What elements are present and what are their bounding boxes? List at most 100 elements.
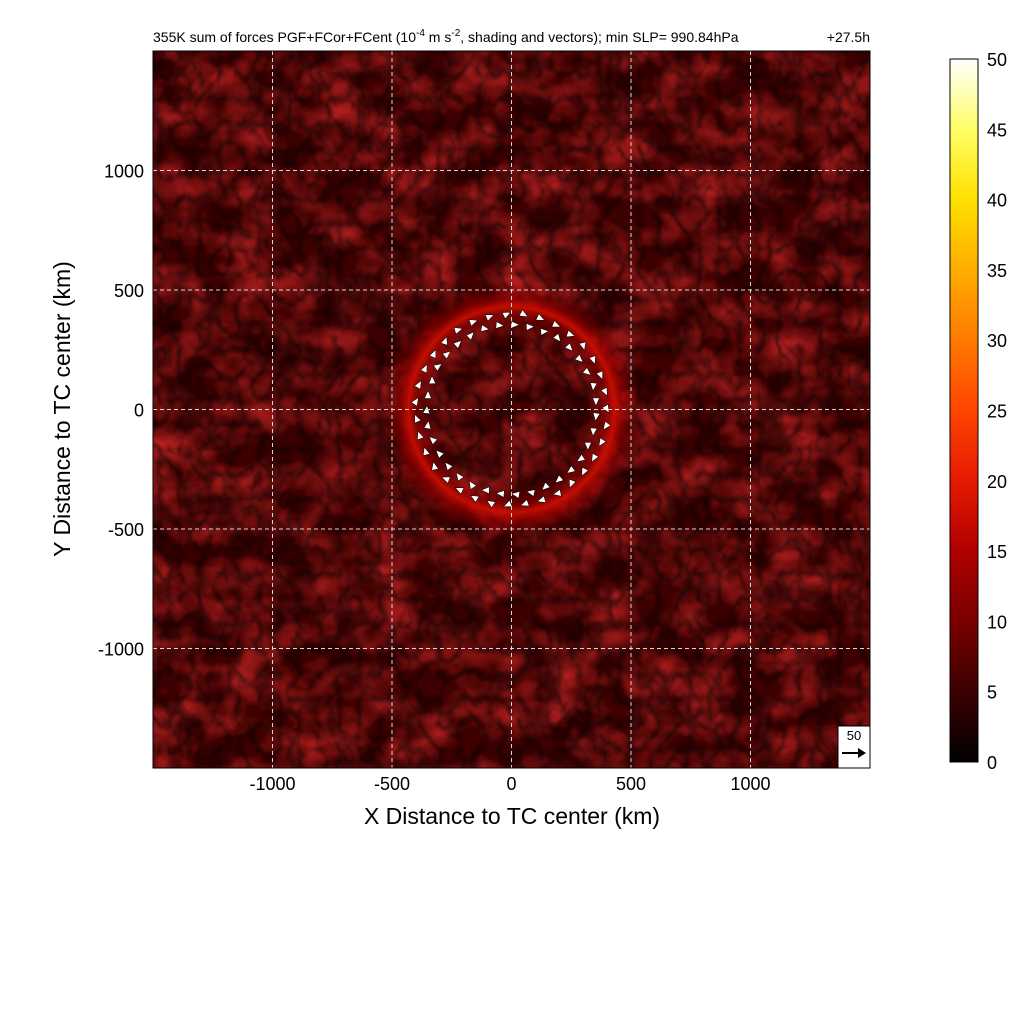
y-tick-label: 0	[134, 401, 144, 421]
vector-arrow	[484, 314, 495, 322]
vector-arrow	[536, 495, 547, 503]
chart-title: 355K sum of forces PGF+FCor+FCent (10-4 …	[153, 28, 739, 45]
vector-arrow	[582, 367, 592, 376]
vector-arrow	[589, 427, 598, 437]
x-tick-label: 1000	[730, 774, 770, 794]
vector-arrow	[551, 320, 562, 328]
vector-arrow	[429, 349, 437, 359]
y-tick-label: 500	[114, 281, 144, 301]
vector-arrow	[564, 342, 574, 352]
x-tick-label: 0	[506, 774, 516, 794]
vector-arrow	[428, 436, 438, 446]
vector-arrow	[441, 476, 451, 484]
colorbar-tick-label: 45	[987, 120, 1007, 140]
vector-arrow	[444, 461, 454, 472]
vector-arrow	[584, 442, 592, 451]
vector-arrow	[574, 353, 584, 363]
vector-arrow	[581, 466, 589, 477]
vector-arrow	[431, 461, 439, 471]
vector-arrow	[554, 474, 564, 484]
vector-arrow	[591, 452, 600, 463]
x-tick-labels: -1000 -500 0 500 1000	[249, 774, 770, 794]
vector-arrow	[410, 397, 419, 407]
vector-arrow	[424, 389, 432, 399]
colorbar-tick-labels: 0 5 10 15 20 25 30 35 40 45 50	[987, 50, 1007, 773]
vector-arrow	[480, 324, 490, 332]
colorbar-tick-label: 5	[987, 683, 997, 703]
vector-arrow	[495, 490, 505, 498]
vector-arrow	[417, 430, 425, 441]
plot-frame	[152, 50, 871, 769]
vector-arrow	[501, 311, 512, 320]
colorbar-tick-label: 30	[987, 331, 1007, 351]
colorbar-tick-label: 40	[987, 191, 1007, 211]
vector-arrow	[413, 380, 422, 390]
vector-arrow	[486, 500, 496, 509]
vector-arrow	[455, 472, 465, 482]
vector-arrow	[602, 420, 612, 431]
vector-arrow	[552, 489, 562, 497]
vector-arrow	[422, 446, 431, 457]
vector-arrow	[435, 449, 445, 459]
y-tick-labels: -1000 -500 0 500 1000	[98, 162, 144, 660]
vector-arrow	[495, 321, 505, 329]
vector-arrow	[592, 412, 601, 422]
vector-arrow	[592, 397, 601, 407]
vector-arrow	[519, 499, 530, 507]
reference-vector-label: 50	[847, 728, 861, 743]
x-tick-label: 500	[616, 774, 646, 794]
colorbar-tick-label: 10	[987, 612, 1007, 632]
vector-arrow	[453, 327, 464, 335]
vector-arrow	[510, 491, 521, 499]
reference-vector: 50	[837, 725, 871, 769]
colorbar-tick-label: 0	[987, 753, 997, 773]
vector-arrow	[595, 370, 603, 381]
grid-lines	[153, 51, 870, 768]
vector-arrow	[480, 486, 490, 495]
vector-arrow	[420, 363, 428, 374]
vector-arrow	[565, 329, 576, 338]
vector-arrow	[518, 309, 529, 318]
x-tick-label: -500	[374, 774, 410, 794]
vector-arrow	[468, 319, 479, 327]
vector-arrow	[578, 341, 587, 352]
colorbar-tick-label: 25	[987, 402, 1007, 422]
vector-arrow	[576, 453, 586, 462]
vector-arrow	[540, 328, 550, 336]
x-axis-title: X Distance to TC center (km)	[364, 803, 660, 829]
colorbar-tick-label: 35	[987, 261, 1007, 281]
colorbar	[949, 58, 979, 763]
vector-arrow	[440, 336, 448, 346]
vector-arrow	[469, 495, 480, 503]
vector-arrow	[552, 332, 562, 343]
vector-arrow	[432, 363, 443, 372]
vector-arrow	[569, 478, 577, 489]
vector-arrow	[454, 487, 465, 495]
vector-arrow	[566, 465, 576, 474]
y-tick-label: -500	[108, 520, 144, 540]
colorbar-tick-label: 20	[987, 472, 1007, 492]
vector-arrow	[600, 386, 608, 397]
vector-arrow	[601, 403, 610, 414]
vector-arrow	[598, 437, 607, 447]
x-tick-label: -1000	[249, 774, 295, 794]
vector-arrow	[465, 331, 475, 341]
vector-arrow	[428, 375, 437, 385]
vector-arrow	[526, 323, 536, 331]
vector-arrow	[468, 480, 477, 490]
vector-arrow	[423, 420, 432, 430]
y-tick-label: 1000	[104, 162, 144, 182]
vector-arrow	[541, 481, 551, 491]
vector-arrow	[452, 340, 462, 349]
vector-arrow	[588, 355, 596, 365]
vector-arrow	[441, 350, 452, 360]
colorbar-tick-label: 15	[987, 542, 1007, 562]
vector-arrow	[535, 313, 546, 321]
vector-arrow	[502, 499, 513, 507]
vector-arrows	[410, 309, 612, 509]
vector-arrow	[414, 413, 422, 424]
y-axis-title: Y Distance to TC center (km)	[49, 261, 75, 557]
time-label: +27.5h	[827, 29, 870, 45]
y-tick-label: -1000	[98, 640, 144, 660]
